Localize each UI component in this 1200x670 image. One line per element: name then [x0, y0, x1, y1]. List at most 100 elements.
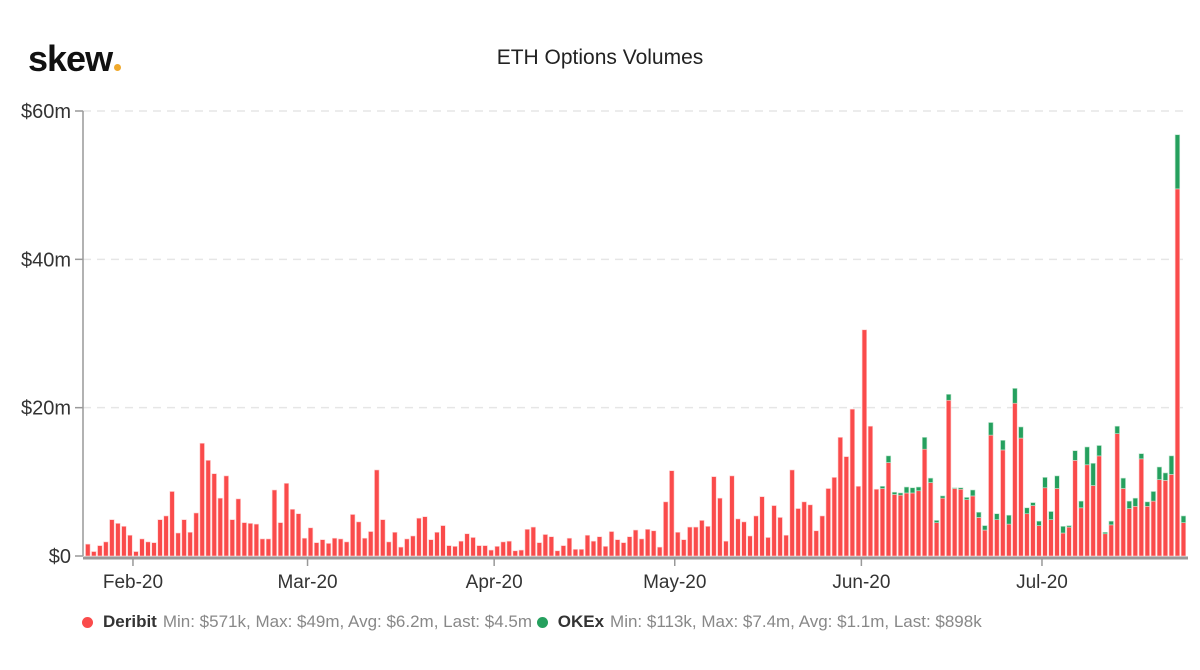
bar-deribit [1114, 433, 1120, 557]
bar-okex [1084, 446, 1090, 466]
bar-deribit [326, 543, 332, 557]
bar-deribit [1156, 479, 1162, 557]
bar-deribit [897, 494, 904, 557]
bar-deribit [759, 496, 765, 557]
logo-text: skew [28, 38, 113, 79]
bar-deribit [289, 508, 296, 557]
bar-deribit [639, 538, 645, 557]
bar-okex [1132, 497, 1138, 507]
bar-deribit [458, 540, 464, 557]
bar-okex [1174, 134, 1181, 190]
bar-deribit [952, 488, 958, 557]
bar-okex [1000, 439, 1006, 451]
bar-deribit [891, 494, 898, 557]
bar-deribit [175, 532, 181, 557]
bar-deribit [663, 501, 669, 557]
bar-deribit [903, 492, 910, 557]
bar-deribit [524, 528, 530, 557]
bar-deribit [620, 542, 627, 557]
bar-okex [964, 497, 970, 500]
bar-deribit [566, 537, 573, 557]
y-tick-label: $20m [21, 398, 71, 420]
bar-deribit [723, 540, 729, 557]
bar-chart: $0 $20m $40m $60m Feb-20 Mar-20 Apr-20 May-20 Ju… [21, 101, 1188, 593]
bar-okex [1048, 511, 1054, 520]
bar-deribit [1036, 525, 1042, 557]
legend-item-okex[interactable]: OKEx Min: $113k, Max: $7.4m, Avg: $1.1m,… [536, 612, 982, 632]
bar-deribit [681, 539, 687, 557]
bar-deribit [614, 539, 621, 557]
bar-deribit [536, 542, 542, 557]
bar-okex [946, 394, 952, 401]
bar-deribit [1060, 532, 1066, 557]
bar-deribit [705, 526, 711, 557]
bar-okex [1066, 525, 1072, 528]
legend: Deribit Min: $571k, Max: $49m, Avg: $6.2… [82, 612, 982, 633]
bar-okex [1162, 472, 1168, 481]
bar-deribit [313, 542, 320, 557]
bar-okex [934, 520, 940, 523]
bar-deribit [921, 448, 928, 557]
bar-deribit [193, 512, 199, 557]
bar-deribit [380, 519, 386, 557]
bar-deribit [651, 530, 657, 557]
bar-deribit [494, 546, 500, 557]
bar-deribit [831, 477, 837, 557]
bar-deribit [301, 537, 308, 557]
bar-okex [988, 422, 994, 436]
bar-deribit [386, 541, 392, 557]
bar-deribit [693, 526, 699, 557]
bar-deribit [121, 526, 127, 557]
bar-deribit [548, 536, 554, 557]
bar-deribit [807, 504, 813, 557]
bar-deribit [608, 531, 615, 557]
bar-deribit [675, 531, 681, 557]
bar-deribit [163, 515, 169, 557]
bar-deribit [1072, 460, 1078, 557]
bar-deribit [1132, 506, 1138, 557]
bar-okex [1150, 491, 1156, 502]
bar-deribit [157, 519, 163, 557]
bar-deribit [133, 551, 139, 557]
bar-deribit [1024, 513, 1030, 557]
bar-okex [976, 511, 982, 518]
bar-okex [952, 487, 958, 489]
bar-deribit [590, 540, 597, 557]
bar-deribit [307, 527, 314, 557]
bar-deribit [988, 434, 994, 557]
bar-deribit [518, 549, 524, 557]
bar-deribit [271, 489, 278, 557]
bar-deribit [645, 528, 651, 557]
y-tick-label: $0 [49, 546, 71, 568]
bar-deribit [1150, 500, 1156, 557]
bar-deribit [1048, 519, 1054, 557]
bar-deribit [825, 488, 831, 557]
bar-deribit [97, 545, 103, 557]
bar-deribit [1174, 188, 1181, 557]
bar-deribit [970, 495, 976, 557]
bar-okex [1042, 477, 1048, 489]
bar-deribit [572, 549, 579, 557]
logo-dot [114, 64, 122, 71]
bar-deribit [879, 488, 886, 557]
bar-okex [1078, 500, 1084, 509]
legend-item-deribit[interactable]: Deribit Min: $571k, Max: $49m, Avg: $6.2… [82, 612, 532, 632]
bar-deribit [1096, 455, 1102, 557]
bar-deribit [909, 492, 916, 557]
bar-okex [1036, 520, 1042, 526]
bar-deribit [223, 475, 229, 557]
bar-deribit [1042, 487, 1048, 557]
legend-stats: Min: $571k, Max: $49m, Avg: $6.2m, Last:… [162, 612, 532, 631]
bar-deribit [85, 543, 91, 557]
bar-deribit [512, 550, 518, 557]
bar-deribit [332, 537, 338, 557]
bar-okex [891, 491, 898, 495]
bar-deribit [91, 551, 97, 557]
bar-deribit [404, 538, 410, 557]
bar-deribit [1006, 523, 1012, 557]
x-tick-label: Jun-20 [832, 572, 890, 593]
bar-deribit [440, 525, 446, 557]
bar-okex [1090, 462, 1096, 486]
bar-deribit [350, 514, 356, 557]
bar-deribit [410, 535, 416, 557]
